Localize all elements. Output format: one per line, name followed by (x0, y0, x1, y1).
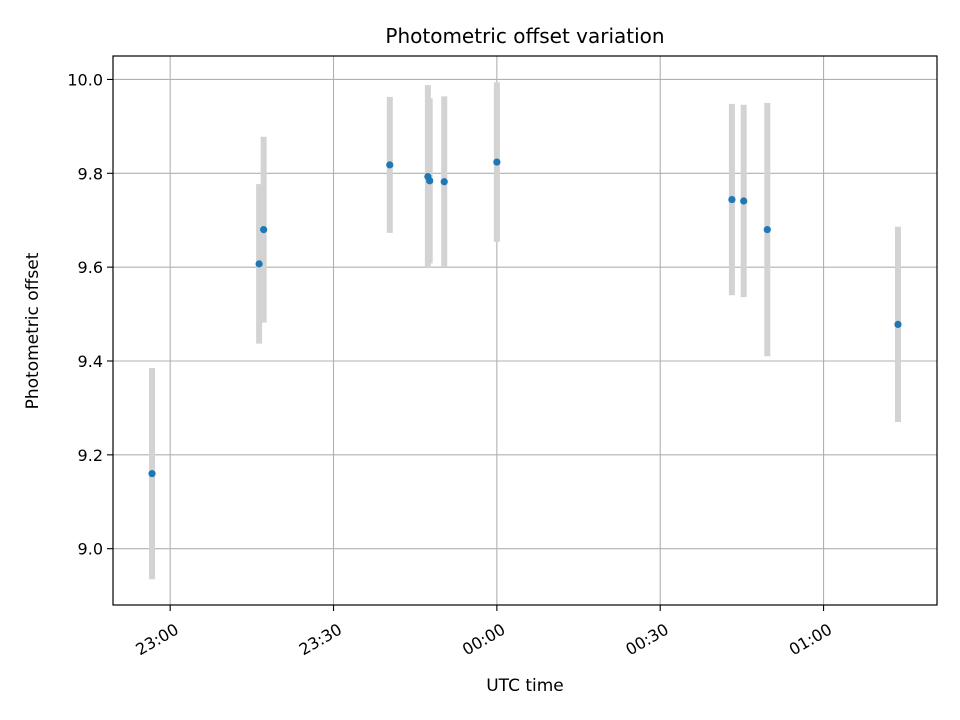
chart-title: Photometric offset variation (385, 24, 664, 48)
y-tick-label: 9.0 (78, 540, 103, 559)
plot-frame (112, 55, 938, 606)
data-point (260, 226, 268, 234)
x-tick-label: 23:30 (296, 620, 345, 660)
x-tick-label: 23:00 (132, 620, 181, 660)
data-point (148, 470, 156, 478)
data-point (740, 197, 748, 205)
data-point (386, 161, 394, 169)
x-tick-label: 00:00 (459, 620, 508, 660)
y-tick-label: 9.8 (78, 164, 103, 183)
y-tick-label: 9.6 (78, 258, 103, 277)
y-tick-label: 10.0 (67, 70, 103, 89)
y-axis-ticks: 9.0 9.2 9.4 9.6 9.8 10.0 (67, 70, 113, 559)
grid-lines (113, 56, 937, 605)
y-axis-label: Photometric offset (23, 252, 43, 409)
x-tick-label: 01:00 (786, 620, 835, 660)
x-axis-ticks: 23:00 23:30 00:00 00:30 01:00 (132, 605, 835, 659)
data-point (255, 260, 263, 268)
data-point (440, 178, 448, 186)
data-point (426, 177, 434, 185)
data-point (728, 195, 736, 204)
data-points (148, 158, 902, 478)
y-tick-label: 9.4 (78, 352, 103, 371)
x-axis-label: UTC time (486, 676, 564, 696)
x-tick-label: 00:30 (622, 620, 671, 660)
data-point (763, 226, 771, 234)
data-point (493, 158, 501, 166)
error-bars (149, 82, 901, 580)
data-point (894, 320, 902, 328)
y-tick-label: 9.2 (78, 446, 103, 465)
